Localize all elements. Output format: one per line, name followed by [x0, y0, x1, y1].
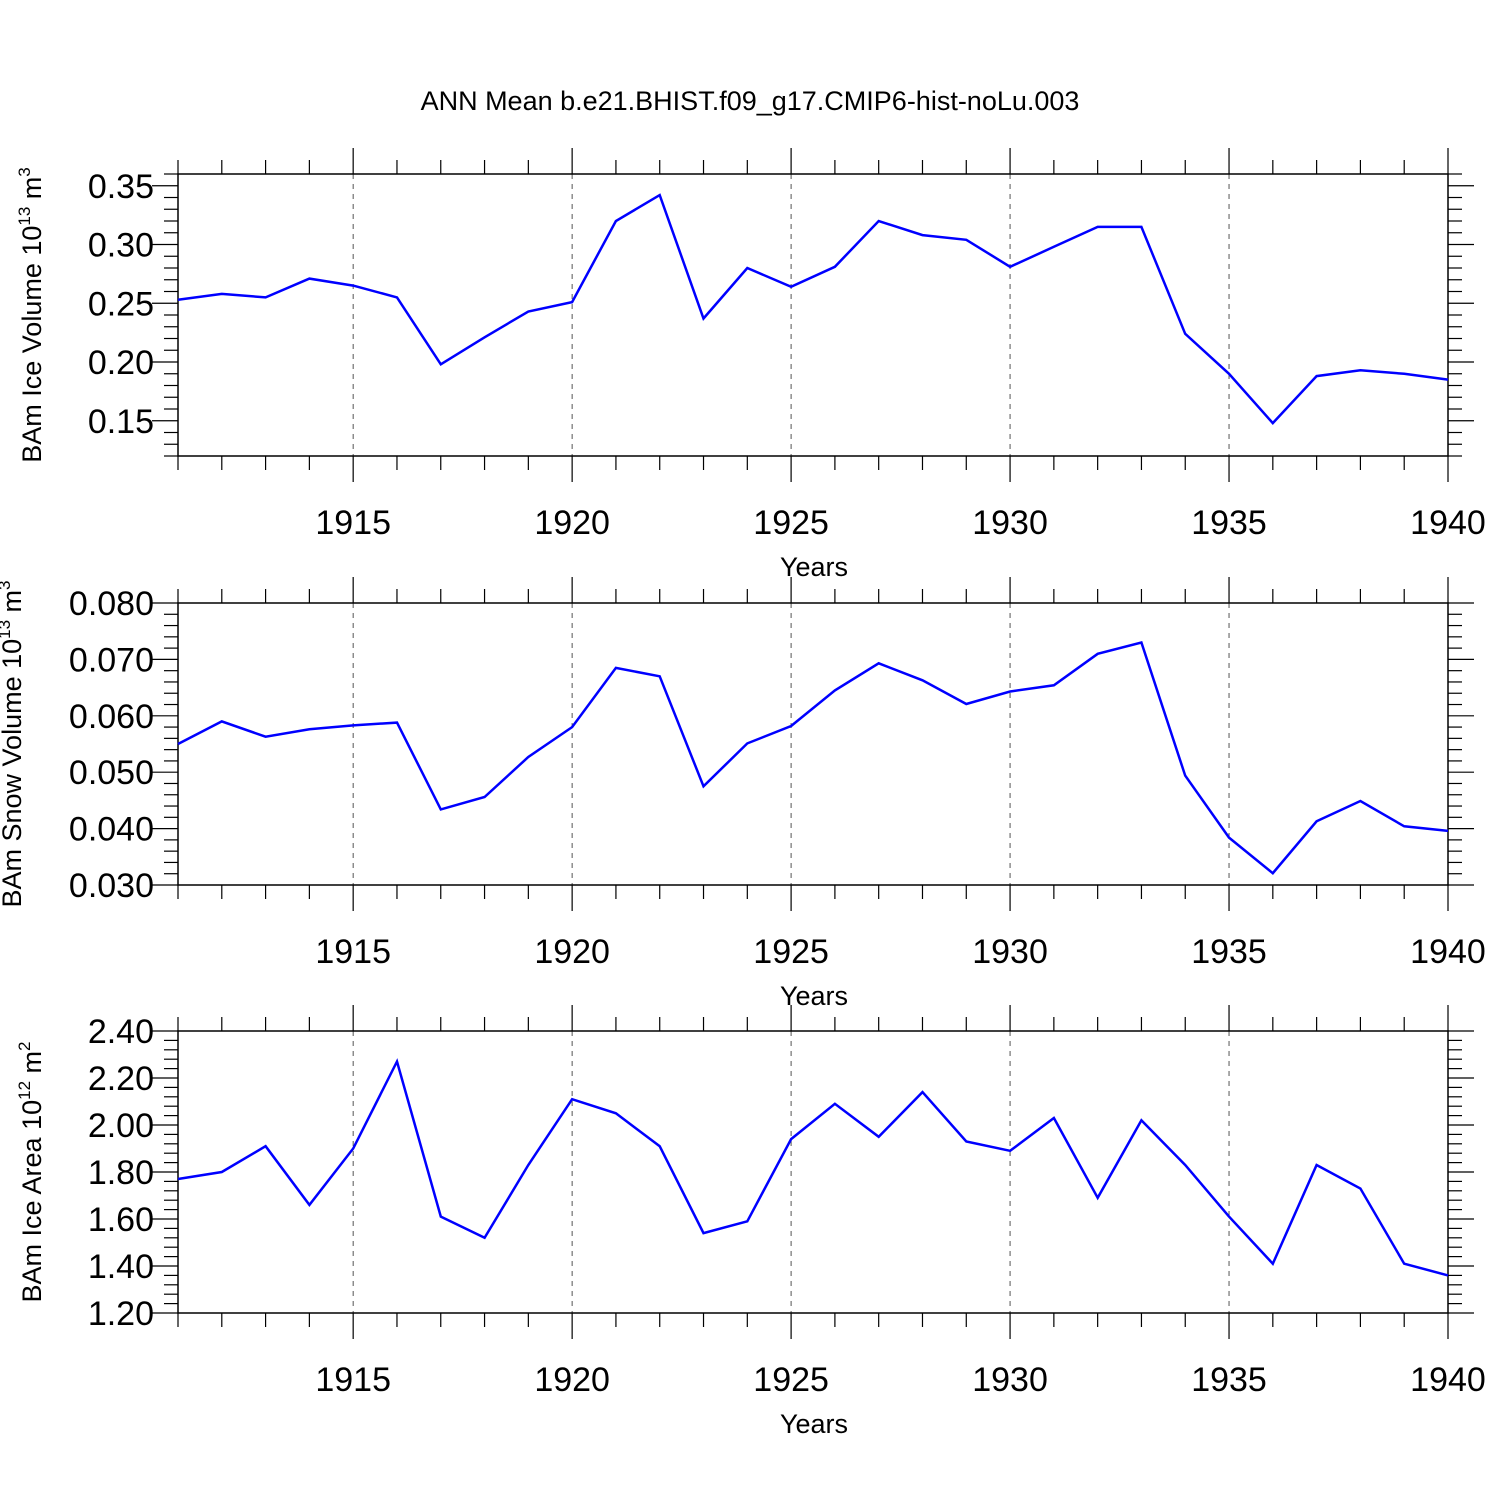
- figure-title: ANN Mean b.e21.BHIST.f09_g17.CMIP6-hist-…: [421, 86, 1080, 116]
- x-tick-label: 1930: [972, 933, 1048, 971]
- x-tick-label: 1935: [1191, 933, 1267, 971]
- panel-2: 0.030 0.040 0.050 0.060 0.070 0.080 1915 1920 19…: [0, 577, 1486, 1011]
- x-tick-label: 1920: [534, 1361, 610, 1399]
- x-tick-label: 1915: [315, 1361, 391, 1399]
- panels: 0.15 0.20 0.25 0.30 0.35 1915 1920 1925 1930 1935…: [0, 148, 1486, 1439]
- series-line: [177, 640, 1449, 875]
- y-tick-label: 0.20: [88, 344, 154, 382]
- x-tick-label: 1925: [753, 1361, 829, 1399]
- y-tick-label: 0.35: [88, 168, 154, 206]
- panel-1: 0.15 0.20 0.25 0.30 0.35 1915 1920 1925 1930 1935…: [15, 148, 1486, 582]
- y-tick-label: 1.20: [88, 1295, 154, 1333]
- plot-frame: [177, 1030, 1449, 1314]
- y-tick-label: 0.30: [88, 227, 154, 265]
- series-line: [177, 1058, 1449, 1277]
- x-tick-label: 1925: [753, 504, 829, 542]
- x-tick-label: 1930: [972, 504, 1048, 542]
- x-tick-label: 1915: [315, 504, 391, 542]
- y-axis-label: BAm Ice Area 1012 m2: [15, 1042, 47, 1303]
- y-tick-label: 0.25: [88, 285, 154, 323]
- x-tick-label: 1940: [1410, 1361, 1486, 1399]
- y-tick-label: 0.050: [69, 754, 154, 792]
- y-tick-label: 0.15: [88, 403, 154, 441]
- x-tick-label: 1920: [534, 933, 610, 971]
- x-tick-label: 1935: [1191, 1361, 1267, 1399]
- y-tick-label: 0.060: [69, 698, 154, 736]
- y-tick-label: 1.60: [88, 1201, 154, 1239]
- y-tick-label: 1.80: [88, 1154, 154, 1192]
- x-axis-label: Years: [780, 981, 848, 1011]
- y-tick-label: 2.20: [88, 1060, 154, 1098]
- x-tick-label: 1930: [972, 1361, 1048, 1399]
- x-tick-label: 1925: [753, 933, 829, 971]
- x-tick-label: 1940: [1410, 504, 1486, 542]
- series-line: [177, 193, 1449, 425]
- x-axis-label: Years: [780, 552, 848, 582]
- x-axis-label: Years: [780, 1409, 848, 1439]
- y-tick-label: 0.080: [69, 585, 154, 623]
- x-tick-label: 1915: [315, 933, 391, 971]
- y-tick-label: 2.00: [88, 1107, 154, 1145]
- x-tick-label: 1935: [1191, 504, 1267, 542]
- y-axis-label: BAm Snow Volume 1013 m3: [0, 580, 27, 907]
- y-tick-label: 1.40: [88, 1248, 154, 1286]
- plot-frame: [177, 602, 1449, 886]
- x-tick-label: 1940: [1410, 933, 1486, 971]
- y-tick-label: 0.070: [69, 641, 154, 679]
- panel-3: 1.20 1.40 1.60 1.80 2.00 2.20 2.40 1915 1920 1925…: [15, 1005, 1486, 1439]
- y-axis-label: BAm Ice Volume 1013 m3: [15, 167, 47, 463]
- y-tick-label: 2.40: [88, 1013, 154, 1051]
- x-tick-label: 1920: [534, 504, 610, 542]
- y-tick-label: 0.040: [69, 811, 154, 849]
- plot-frame: [177, 173, 1449, 457]
- y-tick-label: 0.030: [69, 867, 154, 905]
